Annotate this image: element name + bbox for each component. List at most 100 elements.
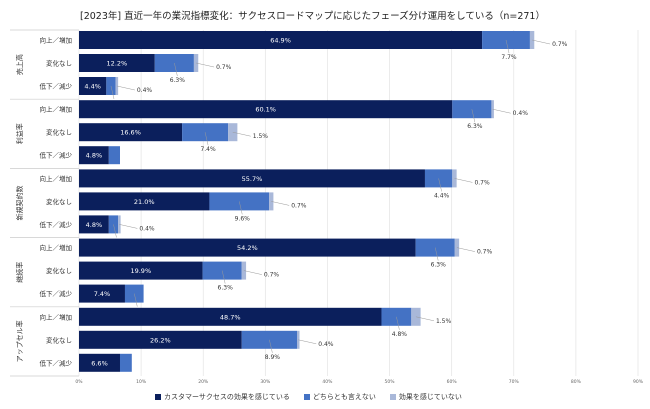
data-label: 0.4% — [139, 225, 155, 232]
data-label: 64.9% — [270, 37, 291, 45]
legend-label: どちらとも言えない — [312, 393, 376, 401]
data-label: 6.3% — [431, 262, 447, 269]
group-label: 利益率 — [15, 123, 24, 144]
bar-segment — [411, 307, 421, 326]
bar-segment — [79, 238, 416, 257]
data-label: 0.7% — [264, 272, 280, 279]
data-label: 48.7% — [220, 313, 241, 321]
row-label: 変化なし — [46, 59, 72, 68]
bar-segment — [108, 146, 120, 165]
group-label: 売上高 — [15, 54, 24, 75]
leader-line — [505, 39, 510, 54]
data-label: 6.3% — [467, 123, 483, 130]
data-label: 6.3% — [170, 77, 186, 84]
bar-segment — [79, 192, 210, 211]
x-tick-label: 40% — [322, 379, 333, 385]
data-label: 0.4% — [513, 110, 529, 117]
bar-segment — [79, 353, 120, 372]
bar-segment — [79, 284, 125, 303]
data-label: 6.3% — [218, 285, 234, 292]
bar-segment — [79, 215, 109, 234]
legend-swatch — [389, 394, 396, 400]
leader-line — [269, 339, 273, 353]
legend: カスタマーサクセスの効果を感じている どちらとも言えない 効果を感じていない — [155, 392, 462, 402]
bar-segment — [79, 77, 107, 95]
bar-segment — [115, 77, 119, 95]
row-label: 変化なし — [46, 128, 72, 137]
data-label: 0.4% — [318, 341, 334, 348]
data-label: 1.5% — [436, 318, 452, 325]
x-tick-label: 50% — [385, 379, 396, 385]
leader-line — [116, 85, 135, 91]
data-label: 6.6% — [91, 359, 108, 367]
leader-line — [532, 39, 551, 45]
row-label: 変化なし — [46, 197, 72, 206]
data-label: 9.6% — [235, 215, 251, 222]
data-label: 7.4% — [94, 290, 111, 298]
x-tick-label: 20% — [198, 379, 209, 385]
data-label: 4.4% — [434, 192, 450, 199]
legend-label: 効果を感じていない — [398, 393, 462, 401]
legend-swatch — [155, 394, 161, 400]
group-label: 継続率 — [15, 262, 24, 283]
leader-line — [119, 224, 138, 229]
leader-line — [298, 339, 317, 345]
leader-line — [454, 178, 473, 183]
row-label: 低下／減少 — [40, 220, 73, 229]
x-tick-label: 0% — [75, 379, 83, 385]
leader-line — [434, 247, 439, 261]
row-label: 向上／増加 — [40, 243, 73, 252]
leader-line — [174, 62, 178, 77]
bar-segment — [79, 123, 183, 142]
row-label: 低下／減少 — [40, 151, 73, 160]
legend-swatch — [303, 394, 310, 400]
data-label: 1.5% — [253, 133, 269, 140]
data-label: 4.8% — [86, 221, 103, 229]
bar-segment — [119, 353, 132, 372]
bar-segment — [79, 54, 155, 72]
x-tick-label: 60% — [447, 379, 458, 385]
data-label: 26.2% — [150, 336, 171, 344]
x-tick-label: 80% — [571, 379, 582, 385]
data-label: 0.4% — [137, 87, 153, 94]
leader-line — [239, 201, 243, 215]
data-label: 0.7% — [477, 249, 493, 256]
row-label: 変化なし — [46, 266, 72, 275]
leader-line — [471, 109, 476, 123]
legend-item-positive: カスタマーサクセスの効果を感じている — [155, 392, 290, 402]
bar-segment — [79, 100, 453, 119]
group-label: 新規契約数 — [15, 186, 24, 221]
data-label: 0.7% — [216, 64, 232, 71]
leader-line — [221, 270, 226, 284]
row-label: 低下／減少 — [40, 358, 73, 367]
leader-line — [492, 108, 511, 114]
bar-segment — [482, 31, 530, 49]
row-label: 向上／増加 — [40, 36, 73, 45]
data-label: 16.6% — [120, 129, 141, 137]
data-label: 60.1% — [255, 106, 276, 114]
row-label: 低下／減少 — [40, 82, 73, 91]
leader-line — [271, 201, 290, 206]
leader-line — [134, 293, 138, 307]
x-tick-label: 10% — [136, 379, 147, 385]
leader-line — [196, 62, 215, 68]
legend-label: カスタマーサクセスの効果を感じている — [164, 393, 290, 401]
leader-line — [456, 247, 476, 252]
row-label: 変化なし — [46, 335, 72, 344]
bar-segment — [79, 169, 425, 188]
data-label: 4.4% — [84, 83, 101, 91]
bar-segment — [381, 307, 412, 326]
data-label: 55.7% — [242, 175, 263, 183]
bar-segment — [79, 146, 109, 165]
group-label: アップセル率 — [15, 320, 24, 362]
data-label: 7.4% — [200, 146, 216, 153]
leader-line — [232, 131, 251, 137]
row-label: 向上／増加 — [40, 312, 73, 321]
leader-line — [438, 178, 442, 192]
data-label: 54.2% — [237, 244, 258, 252]
chart-title: [2023年] 直近一年の業況指標変化：サクセスロードマップに応じたフェーズ分け… — [80, 11, 545, 22]
legend-item-neutral: どちらとも言えない — [303, 392, 376, 402]
data-label: 8.9% — [265, 354, 281, 361]
leader-line — [243, 270, 262, 275]
